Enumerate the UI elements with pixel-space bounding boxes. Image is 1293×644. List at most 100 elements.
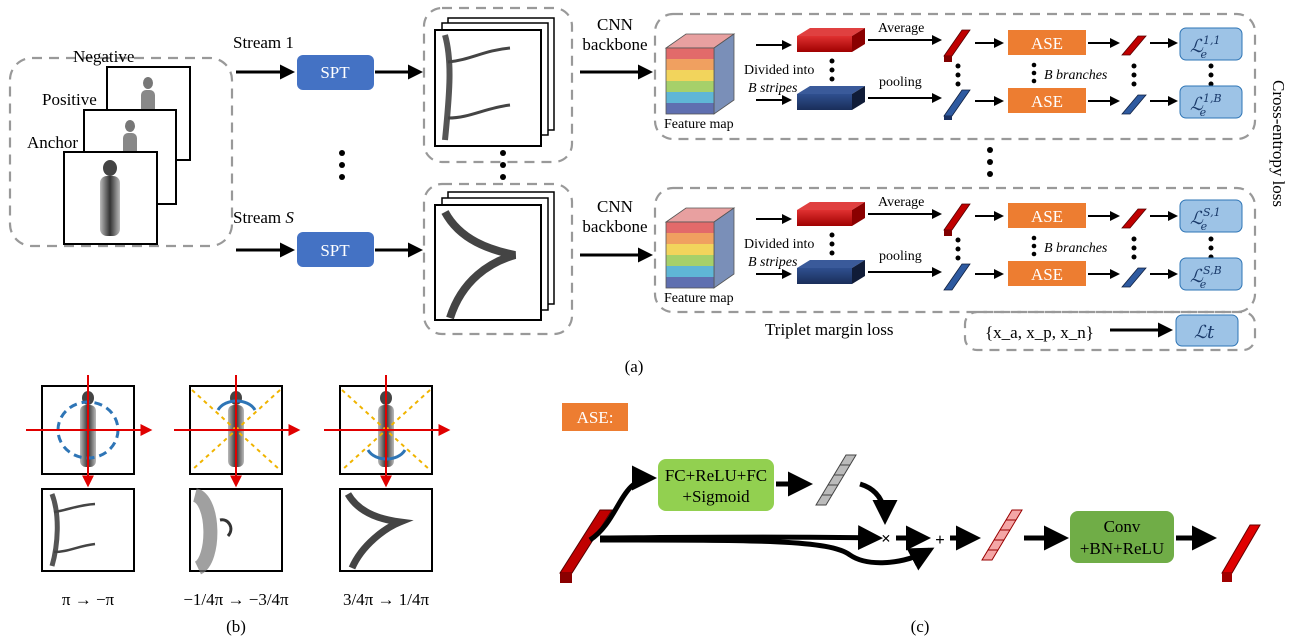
divided-label-1a: Divided into (744, 63, 814, 78)
stream-1-label: Stream 1 (233, 33, 294, 52)
anchor-label: Anchor (27, 133, 78, 152)
ase-block-1a: ASE (1008, 30, 1086, 55)
spt-block-1: SPT (297, 55, 374, 90)
pooled-ellipsis-1 (955, 63, 961, 87)
ce-loss-s-1: ℒS,1 e (1179, 199, 1243, 233)
pooling-label-1b: pooling (879, 75, 922, 90)
svg-text:SPT: SPT (320, 63, 350, 82)
ce-loss-1-b: ℒ1,B e (1179, 85, 1243, 119)
svg-text:+Sigmoid: +Sigmoid (682, 487, 750, 506)
svg-text:B branches: B branches (1044, 68, 1108, 83)
divided-label-sb: B stripes (748, 255, 798, 270)
ase-block-sb: ASE (1008, 261, 1086, 286)
svg-text:ASE: ASE (1031, 265, 1063, 284)
pooling-label-sa: Average (878, 195, 924, 210)
svg-text:ℒS,Be: ℒS,B e (1190, 264, 1222, 291)
ase-ellipsis-1 (1131, 63, 1137, 87)
svg-text:ℒ1,Be: ℒ1,B e (1190, 92, 1222, 119)
residual-arrow (599, 537, 935, 571)
divided-label-1b: B stripes (748, 81, 798, 96)
ase-vector-red-s (1121, 208, 1147, 229)
ce-loss-1-1: ℒ1,1 e (1179, 27, 1243, 61)
svg-text:ℒS,1e: ℒS,1 e (1190, 206, 1221, 233)
stripe-red-s (797, 202, 865, 226)
ase-output-vector (1221, 524, 1261, 582)
pooled-vector-navy-s (943, 263, 971, 291)
caption-c: (c) (911, 617, 930, 636)
spt-output-box-s (422, 182, 574, 336)
cross-entropy-label: Cross-entropy loss (1269, 80, 1288, 207)
positive-label: Positive (42, 90, 97, 109)
spt-example-3 (324, 375, 451, 572)
spt-example-2 (174, 375, 301, 575)
branch-box-s (653, 186, 1257, 314)
range-label-2: −1/4π → −3/4π (183, 590, 289, 609)
stripes-ellipsis-1 (829, 58, 835, 82)
pooling-label-1a: Average (878, 21, 924, 36)
cnn-label-1a: CNN (597, 15, 633, 34)
triplet-set: {x_a, x_p, x_n} (985, 323, 1094, 342)
ase-vector-navy-1 (1121, 94, 1147, 115)
ase-vector-red-1 (1121, 35, 1147, 56)
streams-ellipsis (339, 150, 345, 180)
ase-block-sa: ASE (1008, 203, 1086, 228)
feature-map-1 (664, 33, 736, 115)
reweighted-vector (981, 509, 1023, 561)
spt-block-s: SPT (297, 232, 374, 267)
triplet-box (963, 310, 1257, 352)
vertical-ellipsis-mid (500, 150, 506, 180)
triplet-loss-block: ℒt (1175, 314, 1239, 347)
ase-fc-input-arrow (588, 465, 657, 543)
negative-label: Negative (73, 47, 134, 66)
cnn-label-sb: backbone (582, 217, 647, 236)
add-op: + (935, 530, 945, 549)
svg-text:ℒt: ℒt (1194, 322, 1215, 343)
svg-text:ASE:: ASE: (577, 408, 614, 427)
caption-a: (a) (625, 357, 644, 376)
branches-label-s: B branches (1031, 235, 1108, 257)
stripe-navy-s (797, 260, 865, 284)
svg-text:Conv: Conv (1104, 517, 1141, 536)
stripe-red-1 (797, 28, 865, 52)
conv-bn-relu-block: Conv +BN+ReLU (1070, 511, 1174, 563)
spt-output-stack-1 (434, 17, 555, 147)
loss-ellipsis-s (1208, 236, 1214, 260)
branch-box-1 (653, 12, 1257, 141)
attention-to-multiply-arrow (859, 481, 898, 525)
svg-text:ℒ1,1e: ℒ1,1 e (1190, 34, 1220, 61)
feature-map-label-1: Feature map (664, 117, 734, 132)
stripe-navy-1 (797, 86, 865, 110)
ase-block-1b: ASE (1008, 88, 1086, 113)
ase-vector-navy-s (1121, 267, 1147, 288)
spt-output-stack-s (434, 191, 555, 321)
ase-ellipsis-s (1131, 236, 1137, 260)
svg-text:+BN+ReLU: +BN+ReLU (1080, 539, 1164, 558)
branches-label-1: B branches (1031, 62, 1108, 84)
feature-map-label-s: Feature map (664, 291, 734, 306)
feature-map-s (664, 207, 736, 289)
pooled-vector-red-s (943, 203, 971, 236)
stripes-ellipsis-s (829, 232, 835, 256)
spt-output-box-1 (422, 6, 574, 164)
branch-boxes-ellipsis (987, 147, 993, 177)
cnn-label-sa: CNN (597, 197, 633, 216)
spt-example-1 (26, 375, 153, 572)
divided-label-sa: Divided into (744, 237, 814, 252)
ase-input-vector (559, 509, 613, 583)
stream-s-label: Stream S (233, 208, 294, 227)
attention-vector (815, 454, 857, 506)
ase-tag: ASE: (562, 403, 628, 431)
anchor-image (63, 151, 158, 245)
pooling-label-sb: pooling (879, 249, 922, 264)
caption-b: (b) (226, 617, 246, 636)
multiply-op: × (881, 529, 891, 548)
pooled-vector-navy-1 (943, 89, 971, 120)
pooled-vector-red-1 (943, 29, 971, 62)
range-label-3: 3/4π → 1/4π (343, 590, 430, 609)
svg-text:ASE: ASE (1031, 34, 1063, 53)
ce-loss-s-b: ℒS,B e (1179, 257, 1243, 291)
input-triplet-box (8, 56, 234, 248)
pooled-ellipsis-s (955, 237, 961, 261)
svg-text:FC+ReLU+FC: FC+ReLU+FC (665, 466, 767, 485)
